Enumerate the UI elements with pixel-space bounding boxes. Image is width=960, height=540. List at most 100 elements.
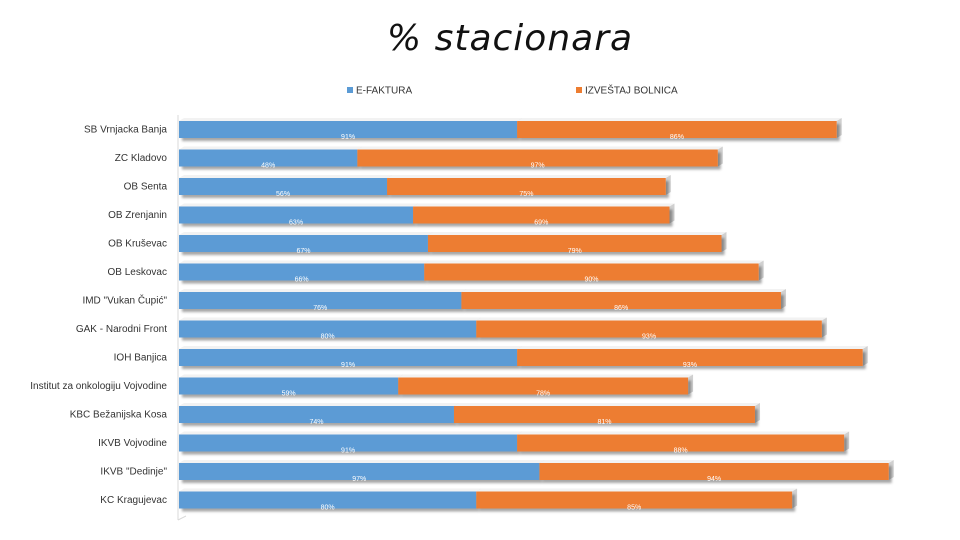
data-label: 88%: [674, 448, 688, 455]
bar-izvestaj-bolnica: [476, 320, 822, 338]
chart-title: % stacionara: [386, 18, 634, 59]
bar-izvestaj-bolnica: [539, 463, 889, 480]
data-label: 90%: [584, 277, 598, 284]
category-label: Institut za onkologiju Vojvodine: [30, 381, 167, 392]
data-label: 75%: [519, 191, 533, 198]
bar-izvestaj-bolnica: [387, 178, 666, 195]
bar-top-face: [179, 118, 523, 121]
bar-segment-group: 94%: [539, 460, 894, 483]
data-label: 91%: [341, 134, 355, 141]
bar-top-face: [179, 346, 523, 349]
bar-izvestaj-bolnica: [424, 263, 759, 281]
bar-segment-group: 78%: [398, 374, 694, 398]
bar-side-face: [780, 289, 786, 309]
category-label: ZC Kladovo: [115, 153, 168, 164]
bar-top-face: [179, 260, 430, 264]
bar-top-face: [179, 232, 433, 235]
data-label: 85%: [627, 505, 641, 512]
bar-side-face: [717, 146, 723, 167]
bar-segment-group: 69%: [413, 203, 675, 227]
bar-side-face: [888, 460, 894, 480]
data-label: 97%: [531, 163, 545, 170]
bar-side-face: [665, 175, 671, 195]
bar-top-face: [179, 146, 363, 150]
bar-top-face: [179, 203, 419, 207]
data-label: 59%: [282, 391, 296, 398]
bar-top-face: [539, 460, 894, 463]
bar-top-face: [517, 118, 842, 121]
category-label: IKVB Vojvodine: [98, 438, 167, 449]
bar-izvestaj-bolnica: [398, 377, 689, 395]
bar-segment-group: 74%: [179, 403, 459, 426]
bar-top-face: [179, 403, 459, 406]
bar-e-faktura: [179, 235, 428, 252]
data-label: 48%: [261, 163, 275, 170]
bar-e-faktura: [179, 434, 518, 452]
bar-segment-group: 67%: [179, 232, 433, 255]
bar-segment-group: 91%: [179, 431, 523, 455]
bar-side-face: [836, 118, 842, 138]
data-label: 94%: [707, 476, 721, 483]
bar-segment-group: 81%: [453, 403, 760, 426]
bar-e-faktura: [179, 263, 425, 281]
bar-segment-group: 66%: [179, 260, 430, 284]
bar-top-face: [427, 232, 727, 235]
category-label: IMD "Vukan Čupić": [82, 294, 167, 307]
data-label: 93%: [683, 362, 697, 369]
data-label: 79%: [568, 248, 582, 255]
bar-izvestaj-bolnica: [413, 206, 670, 224]
bar-segment-group: 75%: [387, 175, 671, 198]
category-label: SB Vrnjacka Banja: [84, 125, 167, 136]
bar-top-face: [357, 146, 723, 150]
data-label: 56%: [276, 191, 290, 198]
bar-segment-group: 80%: [179, 488, 482, 512]
bar-segment-group: 91%: [179, 346, 523, 369]
bar-izvestaj-bolnica: [357, 149, 718, 167]
bar-top-face: [453, 403, 760, 406]
bar-side-face: [758, 260, 764, 281]
bar-top-face: [179, 374, 404, 378]
bar-side-face: [754, 403, 760, 423]
bar-side-face: [721, 232, 727, 252]
bar-e-faktura: [179, 406, 454, 423]
legend-swatch: [576, 87, 582, 93]
bar-e-faktura: [179, 463, 540, 480]
data-label: 93%: [642, 334, 656, 341]
bar-izvestaj-bolnica: [517, 434, 845, 452]
category-label: OB Kruševac: [108, 239, 167, 250]
bar-izvestaj-bolnica: [517, 349, 863, 366]
category-label: OB Zrenjanin: [108, 210, 167, 221]
data-label: 80%: [321, 334, 335, 341]
bar-side-face: [844, 431, 850, 452]
category-label: GAK - Narodni Front: [76, 324, 167, 335]
category-label: IOH Banjica: [114, 353, 168, 364]
category-label: IKVB "Dedinje": [100, 467, 167, 478]
bar-top-face: [179, 317, 482, 321]
legend: E-FAKTURA IZVEŠTAJ BOLNICA: [347, 84, 678, 97]
bar-izvestaj-bolnica: [476, 491, 793, 509]
data-label: 76%: [313, 305, 327, 312]
axis-floor: [177, 515, 187, 521]
bar-segment-group: 97%: [179, 460, 545, 483]
bar-izvestaj-bolnica: [461, 292, 781, 309]
category-label: KC Kragujevac: [100, 495, 167, 506]
data-label: 63%: [289, 220, 303, 227]
bar-side-face: [669, 203, 675, 224]
bar-segment-group: 93%: [476, 317, 827, 341]
bar-e-faktura: [179, 121, 518, 138]
category-label: KBC Bežanijska Kosa: [70, 410, 168, 421]
data-label: 91%: [341, 448, 355, 455]
legend-label: E-FAKTURA: [356, 86, 412, 97]
bar-izvestaj-bolnica: [453, 406, 755, 423]
plot-area: SB Vrnjacka Banja 91% 86% ZC Kladovo 48% 97% O…: [30, 115, 894, 521]
data-label: 66%: [295, 277, 309, 284]
bar-top-face: [424, 260, 764, 264]
data-label: 97%: [352, 476, 366, 483]
bar-e-faktura: [179, 292, 462, 309]
data-label: 78%: [536, 391, 550, 398]
bar-segment-group: 59%: [179, 374, 404, 398]
bar-e-faktura: [179, 349, 518, 366]
bar-top-face: [179, 175, 393, 178]
bar-top-face: [476, 488, 798, 492]
